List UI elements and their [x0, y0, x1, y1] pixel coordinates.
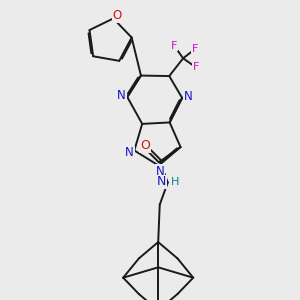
- Text: O: O: [140, 140, 150, 152]
- Text: N: N: [156, 165, 165, 178]
- Text: O: O: [112, 9, 122, 22]
- Text: N: N: [117, 89, 126, 102]
- Text: N: N: [183, 90, 192, 103]
- Text: F: F: [171, 40, 177, 50]
- Text: N: N: [157, 176, 166, 188]
- Text: N: N: [125, 146, 134, 160]
- Text: F: F: [192, 44, 199, 54]
- Text: H: H: [170, 177, 179, 187]
- Text: F: F: [193, 62, 199, 72]
